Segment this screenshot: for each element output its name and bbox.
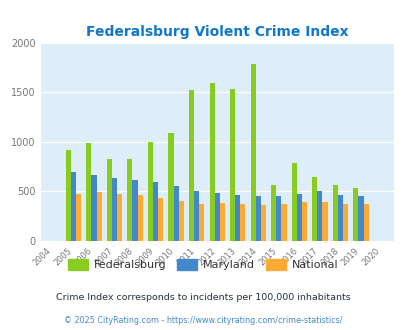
- Bar: [188, 90, 194, 241]
- Bar: [137, 195, 143, 241]
- Bar: [337, 195, 342, 241]
- Bar: [260, 205, 265, 241]
- Bar: [112, 178, 117, 241]
- Bar: [147, 142, 153, 241]
- Bar: [209, 83, 214, 241]
- Bar: [332, 185, 337, 241]
- Bar: [76, 194, 81, 241]
- Bar: [322, 202, 327, 241]
- Bar: [275, 196, 281, 241]
- Title: Federalsburg Violent Crime Index: Federalsburg Violent Crime Index: [86, 25, 347, 39]
- Bar: [127, 159, 132, 241]
- Bar: [301, 202, 306, 241]
- Bar: [255, 196, 260, 241]
- Bar: [362, 204, 368, 241]
- Bar: [358, 196, 362, 241]
- Bar: [311, 177, 317, 241]
- Bar: [296, 194, 301, 241]
- Bar: [230, 89, 234, 241]
- Bar: [342, 204, 347, 241]
- Bar: [352, 188, 358, 241]
- Text: © 2025 CityRating.com - https://www.cityrating.com/crime-statistics/: © 2025 CityRating.com - https://www.city…: [64, 316, 341, 325]
- Bar: [281, 204, 286, 241]
- Bar: [168, 133, 173, 241]
- Bar: [234, 195, 240, 241]
- Bar: [250, 64, 255, 241]
- Bar: [71, 172, 76, 241]
- Bar: [66, 150, 71, 241]
- Bar: [153, 182, 158, 241]
- Bar: [178, 201, 183, 241]
- Bar: [107, 159, 112, 241]
- Bar: [173, 186, 178, 241]
- Bar: [158, 198, 163, 241]
- Bar: [271, 185, 275, 241]
- Bar: [240, 204, 245, 241]
- Bar: [317, 191, 322, 241]
- Bar: [117, 194, 122, 241]
- Text: Crime Index corresponds to incidents per 100,000 inhabitants: Crime Index corresponds to incidents per…: [55, 293, 350, 302]
- Bar: [291, 163, 296, 241]
- Bar: [199, 204, 204, 241]
- Bar: [194, 191, 199, 241]
- Bar: [132, 180, 137, 241]
- Bar: [86, 143, 91, 241]
- Bar: [219, 203, 224, 241]
- Bar: [214, 193, 219, 241]
- Bar: [96, 192, 101, 241]
- Legend: Federalsburg, Maryland, National: Federalsburg, Maryland, National: [63, 255, 342, 275]
- Bar: [91, 175, 96, 241]
